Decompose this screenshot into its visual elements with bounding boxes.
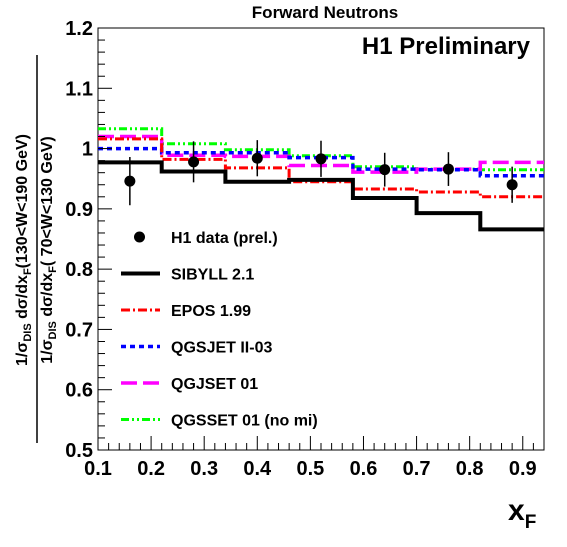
y-tick-label: 0.6 — [65, 380, 93, 402]
preliminary-label: H1 Preliminary — [362, 33, 531, 60]
x-tick-label: 0.9 — [509, 458, 537, 480]
axes: 0.5 0.6 0.7 0.8 0.9 1 1.1 1.2 0.1 0.2 0.3 0.4 0.5 0.6… — [65, 18, 545, 480]
data-point — [379, 164, 391, 176]
x-tick-label: 0.4 — [243, 458, 272, 480]
data-point — [251, 152, 263, 164]
series-line-0 — [98, 160, 544, 232]
x-tick-label: 0.1 — [84, 458, 112, 480]
legend: H1 data (prel.) SIBYLL 2.1 EPOS 1.99 QGSJET… — [121, 230, 318, 430]
x-tick-label: 0.5 — [296, 458, 324, 480]
legend-label: H1 data (prel.) — [171, 230, 278, 247]
plot-frame — [97, 27, 545, 451]
y-tick-label: 0.5 — [65, 440, 93, 462]
data-points — [124, 140, 518, 206]
legend-label: QGJSET 01 — [171, 376, 258, 393]
x-tick-label: 0.7 — [403, 458, 431, 480]
chart-title: Forward Neutrons — [252, 3, 398, 22]
data-point — [506, 179, 518, 191]
legend-label: QGSJET II-03 — [171, 340, 272, 357]
x-tick-label: 0.3 — [190, 458, 218, 480]
series-line-4 — [98, 127, 544, 172]
legend-label: SIBYLL 2.1 — [171, 267, 254, 284]
series-line-2 — [98, 146, 544, 178]
y-tick-label: 1.2 — [65, 18, 93, 40]
y-tick-label: 1 — [82, 139, 93, 161]
x-tick-label: 0.6 — [350, 458, 378, 480]
x-tick-label: 0.2 — [137, 458, 165, 480]
x-tick-label: 0.8 — [456, 458, 484, 480]
y-tick-label: 0.8 — [65, 259, 93, 281]
x-axis-label: xF — [508, 494, 536, 533]
y-tick-label: 0.9 — [65, 199, 93, 221]
y-axis-label-numerator: 1/σDIS dσ/dxF(130<W<190 GeV) — [14, 134, 34, 366]
y-tick-label: 1.1 — [65, 78, 93, 100]
data-point — [124, 175, 136, 187]
legend-swatch-data — [134, 231, 145, 243]
y-axis-label: 1/σDIS dσ/dxF(130<W<190 GeV) 1/σDIS dσ/d… — [14, 55, 59, 443]
y-tick-label: 0.7 — [65, 319, 93, 341]
data-point — [442, 163, 454, 175]
legend-label: QGSSET 01 (no mi) — [171, 413, 318, 430]
data-point — [188, 156, 200, 168]
data-point — [315, 153, 327, 165]
legend-label: EPOS 1.99 — [171, 303, 251, 320]
y-axis-label-denominator: 1/σDIS dσ/dxF( 70<W<130 GeV) — [39, 136, 59, 364]
